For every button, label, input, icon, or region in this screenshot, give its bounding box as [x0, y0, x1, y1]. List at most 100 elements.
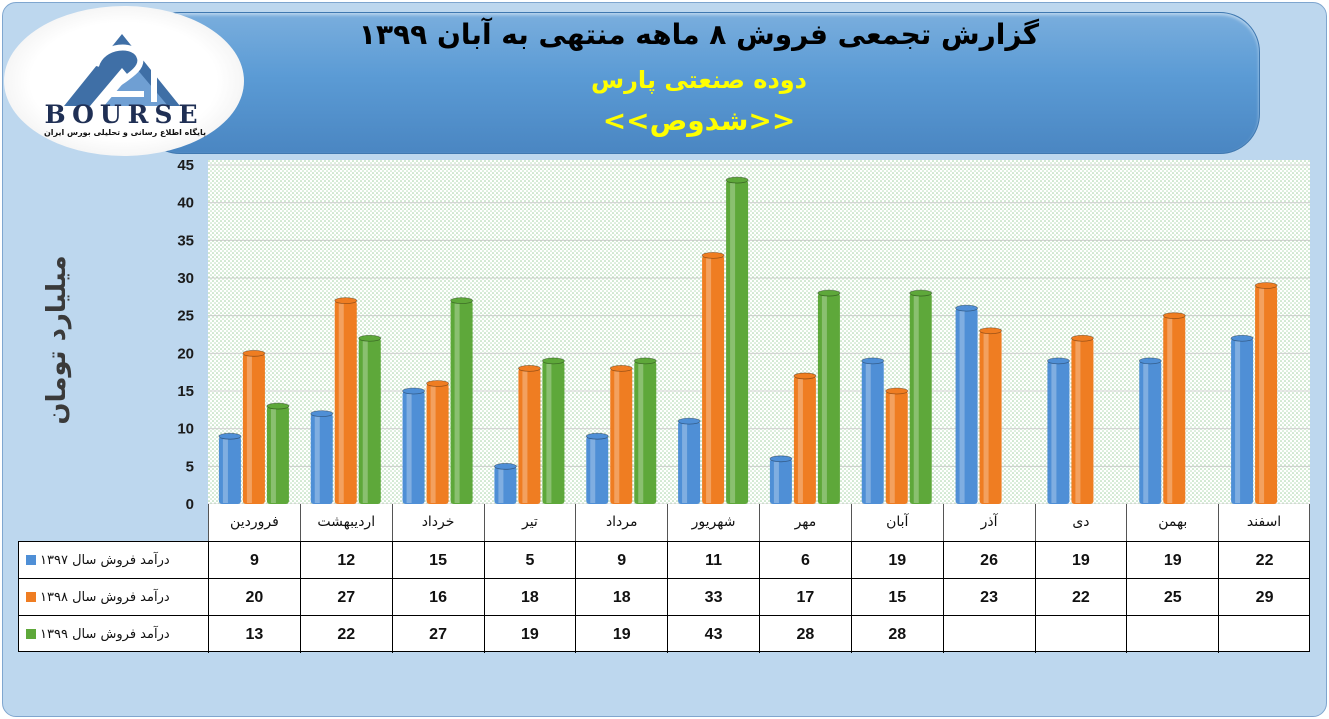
y-tick-label: 15	[177, 383, 194, 400]
value-cell: 18	[483, 579, 576, 616]
category-label: فروردین	[208, 504, 300, 541]
value-cell: 27	[391, 616, 484, 653]
bar	[334, 297, 358, 504]
value-cell: 16	[391, 579, 484, 616]
bar	[979, 327, 1002, 504]
bar	[426, 380, 449, 504]
bar	[909, 289, 933, 504]
bar	[633, 357, 657, 504]
value-cell: 27	[299, 579, 392, 616]
value-cell: 33	[667, 579, 759, 616]
category-label: آبان	[850, 504, 943, 541]
table-header-row: فروردین اردیبهشت خرداد تیر مرداد شهریور مهر آبا…	[18, 504, 1310, 541]
category-label: بهمن	[1126, 504, 1218, 541]
data-table: فروردین اردیبهشت خرداد تیر مرداد شهریور مهر آبا…	[18, 504, 1310, 653]
bar	[769, 455, 793, 504]
bar	[1162, 312, 1186, 504]
y-tick-label: 25	[177, 308, 194, 325]
bar	[1071, 334, 1094, 504]
bar	[725, 176, 749, 505]
category-label: خرداد	[391, 504, 484, 541]
value-cell: 15	[391, 542, 484, 579]
bar	[310, 410, 334, 504]
value-cell: 26	[942, 542, 1035, 579]
category-label: شهریور	[667, 504, 759, 541]
bar	[677, 417, 701, 504]
chart-title: گزارش تجمعی فروش ۸ ماهه منتهی به آبان ۱۳…	[358, 18, 1040, 51]
value-cell: 12	[299, 542, 392, 579]
bar	[609, 364, 633, 504]
category-label: اسفند	[1218, 504, 1310, 541]
value-cell	[1034, 616, 1127, 653]
table-row: درآمد فروش سال ۱۳۹۷ 9 12 15 5 9 11 6 19 26 19 19 22	[18, 541, 1310, 579]
value-cell	[1126, 616, 1218, 653]
y-tick-label: 40	[177, 195, 194, 212]
bar	[955, 304, 978, 504]
category-label: تیر	[483, 504, 576, 541]
title-banner	[140, 12, 1260, 154]
bar	[885, 387, 909, 504]
value-cell: 20	[208, 579, 300, 616]
value-cell: 29	[1218, 579, 1310, 616]
value-cell: 9	[208, 542, 300, 579]
bar	[402, 387, 425, 504]
bar	[242, 349, 266, 504]
category-label: مرداد	[575, 504, 667, 541]
logo-mark-icon	[64, 34, 180, 106]
value-cell: 15	[850, 579, 943, 616]
y-tick-label: 30	[177, 270, 194, 287]
value-cell: 11	[667, 542, 759, 579]
bar	[701, 251, 725, 504]
y-tick-label: 45	[177, 157, 194, 174]
bar	[793, 372, 817, 504]
series-name: درآمد فروش سال ۱۳۹۹	[40, 627, 170, 642]
logo-wordmark: BOURSE	[44, 100, 204, 129]
y-tick-label: 35	[177, 232, 194, 249]
value-cell: 19	[483, 616, 576, 653]
category-label: مهر	[759, 504, 851, 541]
value-cell: 22	[299, 616, 392, 653]
logo-tagline: پایگاه اطلاع رسانی و تحلیلی بورس ایران	[43, 128, 207, 137]
bar	[266, 402, 290, 504]
value-cell: 9	[575, 542, 667, 579]
bar	[817, 289, 841, 504]
value-cell	[942, 616, 1035, 653]
bar	[494, 462, 517, 504]
value-cell: 5	[483, 542, 576, 579]
legend-swatch	[26, 592, 36, 602]
bar	[1138, 357, 1162, 504]
value-cell: 28	[759, 616, 851, 653]
category-label: آذر	[942, 504, 1035, 541]
y-tick-label: 0	[186, 496, 194, 513]
bar	[861, 357, 885, 504]
company-name: دوده صنعتی پارس	[591, 66, 807, 94]
y-tick-label: 10	[177, 421, 194, 438]
ticker-symbol: <<شدوص>>	[602, 104, 796, 137]
category-label: اردیبهشت	[299, 504, 392, 541]
bar	[450, 297, 473, 504]
bar	[518, 364, 541, 504]
bar	[1047, 357, 1070, 504]
table-row: درآمد فروش سال ۱۳۹۸ 20 27 16 18 18 33 17 15 23 22 2…	[18, 578, 1310, 616]
bourse24-logo	[4, 6, 244, 156]
category-label: دی	[1034, 504, 1127, 541]
value-cell: 25	[1126, 579, 1218, 616]
y-tick-label: 5	[186, 458, 194, 475]
value-cell: 19	[575, 616, 667, 653]
bar	[358, 334, 382, 504]
value-cell: 17	[759, 579, 851, 616]
value-cell: 18	[575, 579, 667, 616]
bar	[542, 357, 565, 504]
value-cell: 13	[208, 616, 300, 653]
value-cell: 6	[759, 542, 851, 579]
table-row: درآمد فروش سال ۱۳۹۹ 13 22 27 19 19 43 28 28	[18, 615, 1310, 653]
value-cell: 22	[1218, 542, 1310, 579]
bar	[1254, 282, 1278, 504]
value-cell: 22	[1034, 579, 1127, 616]
value-cell: 19	[1126, 542, 1218, 579]
legend-swatch	[26, 555, 36, 565]
value-cell	[1218, 616, 1310, 653]
series-name: درآمد فروش سال ۱۳۹۷	[40, 553, 170, 568]
y-tick-label: 20	[177, 345, 194, 362]
